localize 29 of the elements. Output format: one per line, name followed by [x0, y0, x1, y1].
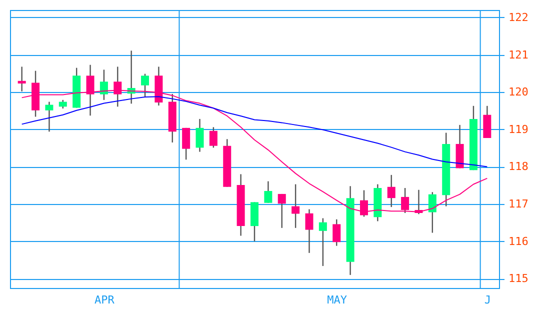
- candlestick: [209, 126, 218, 148]
- candlestick: [483, 105, 492, 139]
- candlestick: [182, 127, 190, 160]
- candlestick: [305, 208, 314, 254]
- candlestick: [428, 192, 436, 234]
- y-tick-label: 119: [508, 122, 528, 136]
- y-tick-label: 121: [508, 48, 528, 62]
- x-tick-label: APR: [94, 294, 115, 306]
- y-tick-label: 118: [508, 160, 528, 174]
- y-tick-label: 122: [508, 10, 528, 24]
- candlestick: [332, 218, 341, 246]
- candlestick: [18, 66, 26, 92]
- line-series: [21, 96, 488, 168]
- candlestick: [196, 118, 204, 152]
- y-tick-label: 115: [508, 272, 528, 286]
- y-tick-label: 117: [508, 198, 528, 211]
- candlestick: [292, 184, 300, 229]
- y-tick-label: 120: [508, 86, 528, 99]
- x-tick-label: MAY: [327, 294, 348, 306]
- candlestick: [45, 101, 54, 132]
- y-tick-label: 116: [508, 234, 528, 248]
- candlestick: [141, 73, 150, 98]
- candlestick: [100, 69, 108, 101]
- x-tick-label: J: [484, 294, 491, 306]
- candlestick: [250, 202, 258, 242]
- candlestick: [387, 174, 396, 208]
- candlestick: [264, 180, 272, 204]
- candlestick: [278, 193, 286, 229]
- candlestick: [318, 218, 327, 267]
